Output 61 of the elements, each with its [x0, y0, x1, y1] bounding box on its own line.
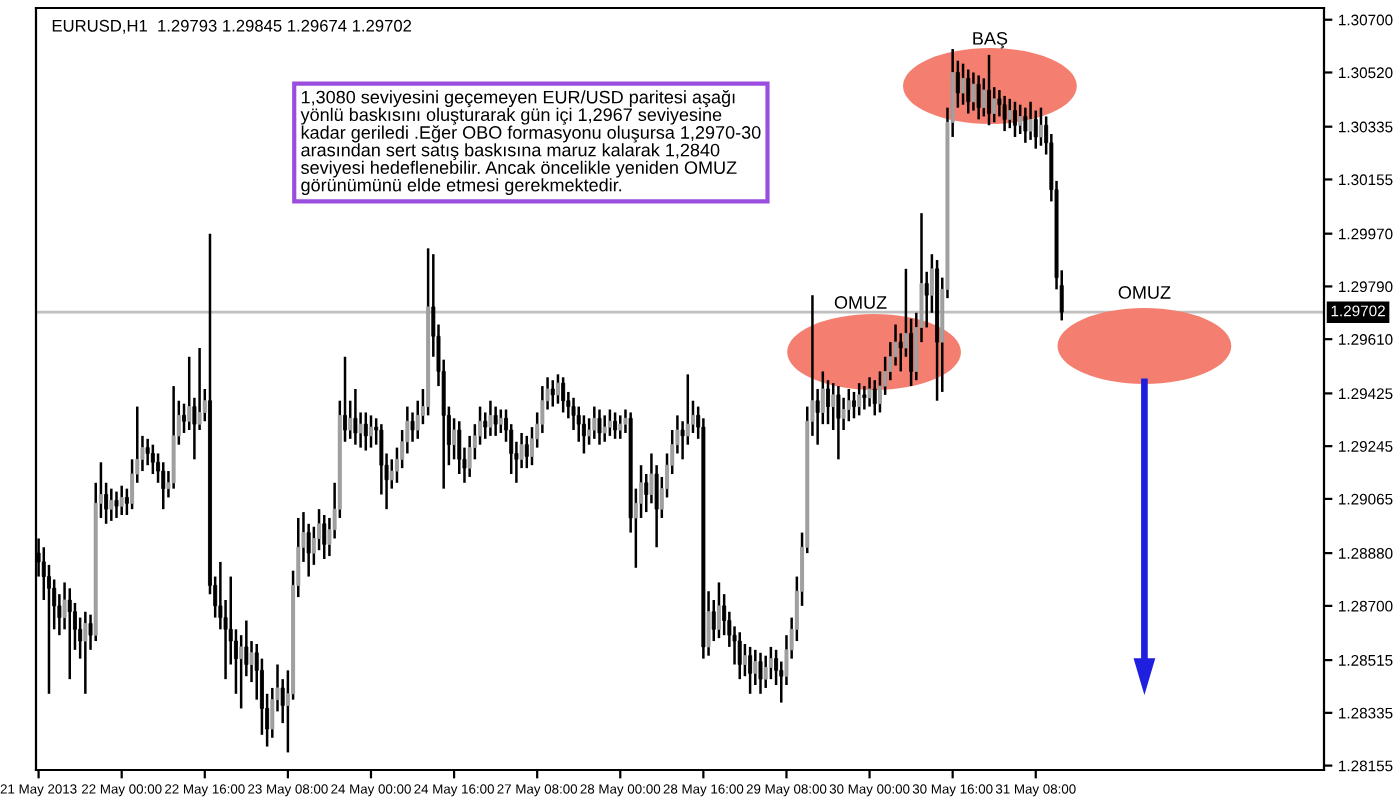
candlestick: [561, 376, 566, 414]
candlestick: [171, 384, 176, 490]
candlestick: [607, 408, 612, 438]
candlestick: [961, 62, 966, 106]
candlestick: [1002, 94, 1007, 133]
candlestick: [161, 461, 166, 511]
candlestick: [1028, 100, 1033, 142]
candlestick: [353, 387, 358, 446]
annotation: BAŞ: [973, 31, 1008, 49]
candlestick: [592, 405, 597, 441]
candlestick: [836, 384, 841, 461]
candlestick: [857, 381, 862, 417]
candlestick: [846, 387, 851, 423]
candlestick: [976, 74, 981, 121]
candlestick: [524, 434, 529, 470]
candlestick: [987, 53, 991, 127]
candlestick: [716, 581, 721, 640]
candlestick: [1007, 97, 1012, 130]
candlestick: [768, 645, 773, 681]
candlestick: [758, 651, 763, 696]
candlestick: [971, 71, 976, 112]
candlestick: [1033, 109, 1038, 150]
candlestick: [753, 648, 758, 687]
candlestick: [363, 411, 368, 452]
text: EURUSD,H1 1.29793 1.29845 1.29674 1.29702: [52, 19, 412, 34]
candlestick: [457, 419, 462, 476]
candlestick: [618, 414, 623, 441]
candlestick: [369, 414, 373, 449]
candlestick: [322, 513, 327, 561]
candlestick: [966, 68, 971, 115]
candlestick: [83, 610, 88, 696]
candlestick: [498, 408, 503, 435]
candlestick: [826, 378, 830, 426]
candlestick: [737, 631, 742, 681]
candlestick: [109, 487, 114, 523]
candlestick: [1013, 100, 1017, 139]
candlestick: [145, 437, 150, 467]
candlestick: [150, 443, 155, 476]
candlestick: [1018, 103, 1023, 136]
candlestick: [872, 378, 877, 417]
candlestick: [763, 654, 768, 690]
candlestick: [867, 376, 872, 408]
candlestick: [597, 408, 602, 446]
annotation: 1,3080 seviyesini geçemeyen EUR/USD paritesi aşağı yönlü baskısını oluşturarak gün içi 1,2967 seviyesine kadar geriledi .Eğer OBO formasyonu oluşursa 1,2970-30 arasından sert satış baskısına maruz kalarak 1,2840 seviyesi hedeflenebilir. Ancak öncelikle yeniden OMUZ görünümünü elde etmesi gerekmektedir.: [300, 90, 761, 196]
candlestick: [748, 645, 753, 696]
candlestick: [1023, 106, 1028, 145]
candlestick: [555, 373, 560, 405]
candlestick: [581, 414, 586, 455]
annotation: OMUZ: [834, 296, 887, 309]
candlestick: [1038, 106, 1043, 147]
candlestick: [602, 414, 607, 443]
candlestick: [613, 411, 618, 441]
candlestick: [493, 405, 498, 438]
candlestick: [67, 587, 72, 681]
candlestick: [119, 484, 124, 517]
candlestick: [852, 390, 856, 420]
candlestick: [862, 384, 867, 411]
annotation: OMUZ: [1118, 286, 1171, 299]
candlestick: [550, 378, 555, 408]
candlestick: [114, 490, 119, 520]
candlestick: [488, 399, 493, 438]
